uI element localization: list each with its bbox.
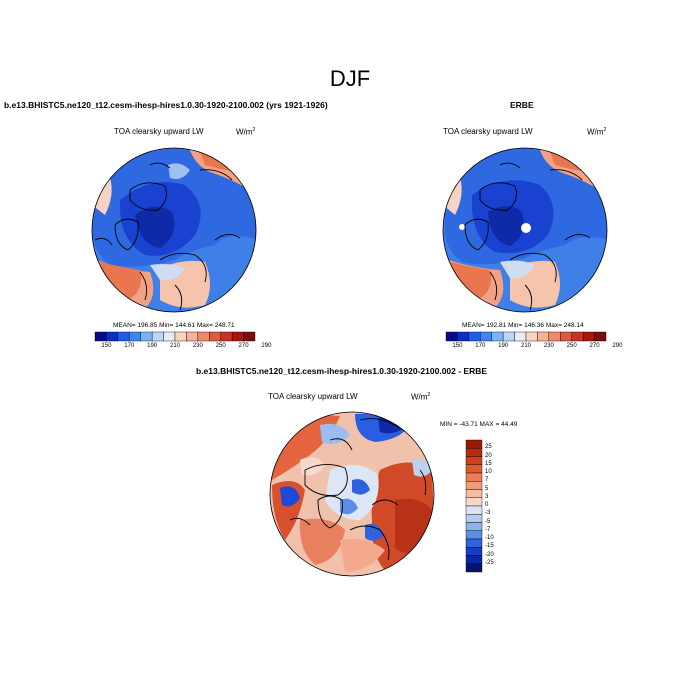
model-colorbar-tick-label: 170 bbox=[124, 343, 135, 349]
diff-colorbar-box bbox=[465, 439, 483, 449]
diff-colorbar-box bbox=[465, 497, 483, 507]
diff-colorbar-tick-label: -7 bbox=[485, 526, 491, 533]
model-colorbar-box bbox=[94, 331, 107, 342]
diff-colorbar-box bbox=[465, 505, 483, 515]
model-colorbar-box bbox=[106, 331, 119, 342]
obs-colorbar-tick-label: 270 bbox=[589, 343, 600, 349]
obs-stats: MEAN= 192.81 Min= 146.36 Max= 248.14 bbox=[462, 322, 584, 329]
obs-colorbar-box bbox=[571, 331, 584, 342]
diff-colorbar-tick-label: -25 bbox=[485, 559, 494, 566]
model-colorbar-box bbox=[140, 331, 153, 342]
diff-colorbar-tick-label: 7 bbox=[485, 477, 489, 484]
diff-colorbar-tick-label: -3 bbox=[485, 510, 491, 517]
diff-colorbar-box bbox=[465, 489, 483, 498]
diff-colorbar-tick-label: 5 bbox=[485, 485, 489, 492]
diff-colorbar-tick-label: 10 bbox=[485, 469, 492, 475]
obs-polar-map bbox=[443, 148, 607, 312]
diff-colorbar-box bbox=[465, 464, 483, 474]
model-colorbar-box bbox=[197, 331, 210, 342]
diff-polar-map bbox=[270, 412, 434, 576]
obs-variable-label: TOA clearsky upward LW bbox=[443, 127, 533, 136]
model-colorbar-tick-label: 290 bbox=[261, 343, 272, 349]
model-colorbar-box bbox=[129, 331, 141, 342]
model-colorbar-box bbox=[231, 331, 244, 342]
obs-colorbar-box bbox=[502, 331, 515, 342]
diff-colorbar-tick-label: -20 bbox=[485, 551, 494, 558]
diff-colorbar-box bbox=[465, 472, 483, 482]
model-units-label: W/m2 bbox=[236, 127, 256, 137]
model-colorbar-box bbox=[163, 331, 176, 342]
obs-colorbar-tick-label: 230 bbox=[543, 343, 554, 349]
obs-colorbar-tick-label: 290 bbox=[612, 343, 623, 349]
diff-colorbar-tick-label: -10 bbox=[485, 535, 494, 541]
obs-colorbar-tick-label: 210 bbox=[520, 343, 531, 349]
obs-colorbar-tick-label: 190 bbox=[498, 343, 509, 349]
model-stats: MEAN= 196.85 Min= 144.61 Max= 248.71 bbox=[113, 322, 235, 329]
obs-colorbar bbox=[445, 331, 607, 342]
diff-colorbar-box bbox=[465, 530, 483, 540]
diff-colorbar-box bbox=[465, 456, 483, 465]
obs-colorbar-box bbox=[480, 331, 492, 342]
obs-colorbar-box bbox=[537, 331, 550, 342]
diff-colorbar-tick-label: -15 bbox=[485, 543, 494, 550]
model-colorbar-box bbox=[209, 331, 221, 342]
diff-case-title: b.e13.BHISTC5.ne120_t12.cesm-ihesp-hires… bbox=[196, 366, 488, 376]
model-polar-map bbox=[92, 148, 256, 312]
diff-colorbar-box bbox=[465, 538, 483, 548]
model-colorbar-tick-label: 250 bbox=[215, 343, 226, 349]
obs-colorbar-tick-label: 250 bbox=[566, 343, 577, 349]
model-variable-label: TOA clearsky upward LW bbox=[114, 127, 204, 136]
obs-colorbar-box bbox=[594, 331, 607, 342]
diff-colorbar-tick-label: 3 bbox=[485, 493, 489, 500]
diff-colorbar-box bbox=[465, 522, 483, 531]
diff-variable-label: TOA clearsky upward LW bbox=[268, 392, 358, 401]
model-colorbar-tick-label: 230 bbox=[192, 343, 203, 349]
diff-colorbar-box bbox=[465, 448, 483, 457]
diff-colorbar-box bbox=[465, 481, 483, 490]
model-colorbar-box bbox=[243, 331, 256, 342]
obs-colorbar-box bbox=[457, 331, 470, 342]
obs-colorbar-box bbox=[548, 331, 561, 342]
obs-colorbar-tick-label: 150 bbox=[452, 343, 463, 349]
diff-map-border bbox=[269, 411, 435, 577]
diff-colorbar-box bbox=[465, 514, 483, 523]
diff-colorbar-tick-label: -5 bbox=[485, 518, 491, 525]
diff-colorbar-box bbox=[465, 547, 483, 556]
diff-colorbar-box bbox=[465, 555, 483, 564]
model-colorbar-tick-label: 150 bbox=[101, 343, 112, 349]
model-colorbar-tick-label: 270 bbox=[238, 343, 249, 349]
obs-colorbar-box bbox=[491, 331, 504, 342]
obs-colorbar-box bbox=[445, 331, 458, 342]
obs-colorbar-box bbox=[560, 331, 572, 342]
model-case-title: b.e13.BHISTC5.ne120_t12.cesm-ihesp-hires… bbox=[4, 100, 328, 110]
model-colorbar bbox=[94, 331, 256, 342]
diff-colorbar bbox=[465, 439, 483, 573]
model-colorbar-box bbox=[186, 331, 199, 342]
obs-units-label: W/m2 bbox=[587, 127, 607, 137]
obs-colorbar-box bbox=[468, 331, 481, 342]
model-colorbar-tick-label: 190 bbox=[147, 343, 158, 349]
model-colorbar-box bbox=[174, 331, 187, 342]
obs-colorbar-tick-label: 170 bbox=[475, 343, 486, 349]
diff-colorbar-tick-label: 20 bbox=[485, 452, 492, 459]
diff-minmax-stats: MIN = -43.71 MAX = 44.49 bbox=[440, 421, 518, 428]
obs-case-title: ERBE bbox=[510, 100, 534, 110]
diff-units-label: W/m2 bbox=[411, 392, 431, 402]
obs-colorbar-box bbox=[514, 331, 527, 342]
model-colorbar-box bbox=[117, 331, 130, 342]
diff-colorbar-tick-label: 0 bbox=[485, 502, 489, 508]
obs-colorbar-box bbox=[582, 331, 595, 342]
season-title: DJF bbox=[329, 66, 371, 91]
obs-map-border bbox=[442, 147, 608, 313]
model-colorbar-box bbox=[220, 331, 233, 342]
obs-colorbar-box bbox=[525, 331, 538, 342]
diff-colorbar-tick-label: 25 bbox=[485, 444, 492, 451]
model-colorbar-box bbox=[151, 331, 164, 342]
model-map-border bbox=[91, 147, 257, 313]
diff-colorbar-box bbox=[465, 563, 483, 573]
model-colorbar-tick-label: 210 bbox=[169, 343, 180, 349]
diff-colorbar-tick-label: 15 bbox=[485, 460, 492, 467]
